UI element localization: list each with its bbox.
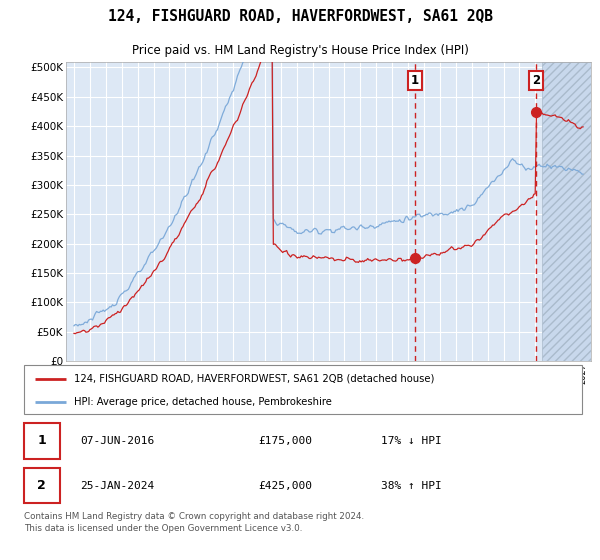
Bar: [542, 62, 591, 361]
Text: £425,000: £425,000: [259, 481, 313, 491]
Text: HPI: Average price, detached house, Pembrokeshire: HPI: Average price, detached house, Pemb…: [74, 397, 332, 407]
FancyBboxPatch shape: [24, 423, 60, 459]
Text: 2: 2: [37, 479, 46, 492]
Text: 25-JAN-2024: 25-JAN-2024: [80, 481, 154, 491]
Text: 2: 2: [532, 74, 541, 87]
Text: 17% ↓ HPI: 17% ↓ HPI: [381, 436, 442, 446]
Text: 124, FISHGUARD ROAD, HAVERFORDWEST, SA61 2QB: 124, FISHGUARD ROAD, HAVERFORDWEST, SA61…: [107, 10, 493, 24]
FancyBboxPatch shape: [24, 365, 582, 414]
Text: Contains HM Land Registry data © Crown copyright and database right 2024.
This d: Contains HM Land Registry data © Crown c…: [24, 512, 364, 534]
Text: Price paid vs. HM Land Registry's House Price Index (HPI): Price paid vs. HM Land Registry's House …: [131, 44, 469, 57]
Text: 1: 1: [37, 435, 46, 447]
Text: 124, FISHGUARD ROAD, HAVERFORDWEST, SA61 2QB (detached house): 124, FISHGUARD ROAD, HAVERFORDWEST, SA61…: [74, 374, 434, 384]
FancyBboxPatch shape: [24, 468, 60, 503]
Text: £175,000: £175,000: [259, 436, 313, 446]
Text: 07-JUN-2016: 07-JUN-2016: [80, 436, 154, 446]
Text: 1: 1: [411, 74, 419, 87]
Text: 38% ↑ HPI: 38% ↑ HPI: [381, 481, 442, 491]
